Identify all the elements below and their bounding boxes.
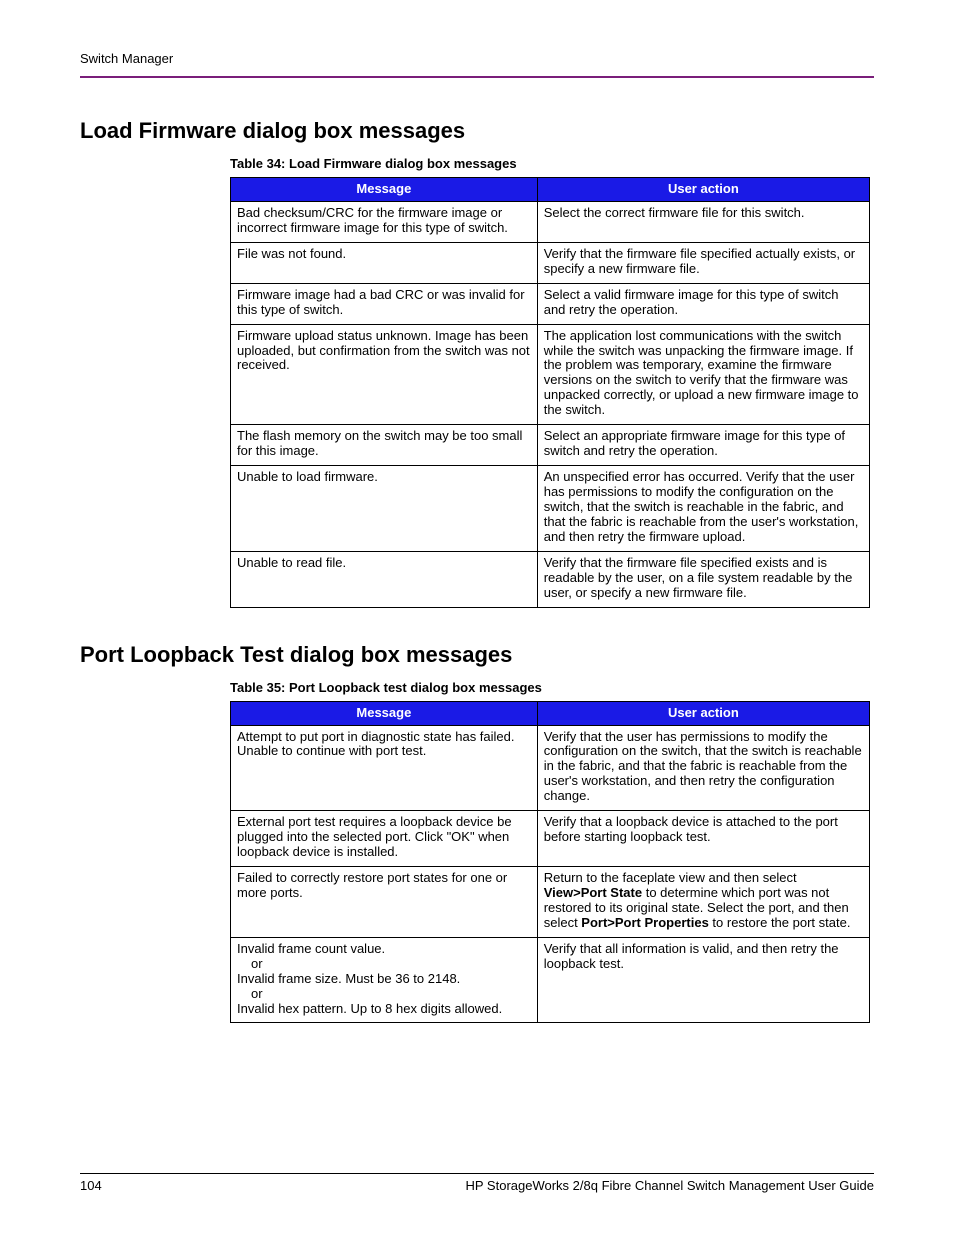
table-34: Message User action Bad checksum/CRC for… bbox=[230, 177, 870, 608]
table-35: Message User action Attempt to put port … bbox=[230, 701, 870, 1024]
cell-action: Select the correct firmware file for thi… bbox=[537, 201, 869, 242]
table-row: Firmware upload status unknown. Image ha… bbox=[231, 324, 870, 425]
section-heading-port-loopback: Port Loopback Test dialog box messages bbox=[80, 642, 874, 668]
table-row: Invalid frame count value. or Invalid fr… bbox=[231, 937, 870, 1023]
cell-action: Select a valid firmware image for this t… bbox=[537, 283, 869, 324]
cell-message: Unable to load firmware. bbox=[231, 466, 538, 552]
footer: 104 HP StorageWorks 2/8q Fibre Channel S… bbox=[80, 1173, 874, 1193]
cell-message: Attempt to put port in diagnostic state … bbox=[231, 725, 538, 811]
table-row: Failed to correctly restore port states … bbox=[231, 867, 870, 938]
cell-action: Verify that the user has permissions to … bbox=[537, 725, 869, 811]
cell-message: Failed to correctly restore port states … bbox=[231, 867, 538, 938]
msg-or: or bbox=[237, 957, 531, 972]
msg-or: or bbox=[237, 987, 531, 1002]
col-header-message: Message bbox=[231, 178, 538, 202]
footer-rule bbox=[80, 1173, 874, 1174]
table-header-row: Message User action bbox=[231, 701, 870, 725]
col-header-user-action: User action bbox=[537, 178, 869, 202]
table-row: External port test requires a loopback d… bbox=[231, 811, 870, 867]
action-text: to restore the port state. bbox=[709, 915, 851, 930]
col-header-message: Message bbox=[231, 701, 538, 725]
cell-action: Verify that all information is valid, an… bbox=[537, 937, 869, 1023]
col-header-user-action: User action bbox=[537, 701, 869, 725]
table-row: The flash memory on the switch may be to… bbox=[231, 425, 870, 466]
table-row: File was not found. Verify that the firm… bbox=[231, 242, 870, 283]
cell-message: Firmware upload status unknown. Image ha… bbox=[231, 324, 538, 425]
msg-line: Invalid hex pattern. Up to 8 hex digits … bbox=[237, 1001, 502, 1016]
cell-message: Invalid frame count value. or Invalid fr… bbox=[231, 937, 538, 1023]
cell-action: Verify that a loopback device is attache… bbox=[537, 811, 869, 867]
cell-action: An unspecified error has occurred. Verif… bbox=[537, 466, 869, 552]
table-caption-35: Table 35: Port Loopback test dialog box … bbox=[230, 680, 874, 695]
table-row: Bad checksum/CRC for the firmware image … bbox=[231, 201, 870, 242]
cell-action: The application lost communications with… bbox=[537, 324, 869, 425]
cell-message: File was not found. bbox=[231, 242, 538, 283]
cell-message: Bad checksum/CRC for the firmware image … bbox=[231, 201, 538, 242]
page-number: 104 bbox=[80, 1178, 102, 1193]
cell-action: Select an appropriate firmware image for… bbox=[537, 425, 869, 466]
cell-message: External port test requires a loopback d… bbox=[231, 811, 538, 867]
section-heading-load-firmware: Load Firmware dialog box messages bbox=[80, 118, 874, 144]
table-row: Attempt to put port in diagnostic state … bbox=[231, 725, 870, 811]
running-header: Switch Manager bbox=[80, 51, 173, 66]
table-row: Firmware image had a bad CRC or was inva… bbox=[231, 283, 870, 324]
action-bold-port-properties: Port>Port Properties bbox=[581, 915, 709, 930]
header-rule bbox=[80, 76, 874, 78]
msg-line: Invalid frame count value. bbox=[237, 941, 385, 956]
action-text: Return to the faceplate view and then se… bbox=[544, 870, 797, 885]
cell-message: The flash memory on the switch may be to… bbox=[231, 425, 538, 466]
table-header-row: Message User action bbox=[231, 178, 870, 202]
cell-message: Firmware image had a bad CRC or was inva… bbox=[231, 283, 538, 324]
cell-action: Verify that the firmware file specified … bbox=[537, 551, 869, 607]
table-row: Unable to read file. Verify that the fir… bbox=[231, 551, 870, 607]
action-bold-view-port-state: View>Port State bbox=[544, 885, 642, 900]
doc-title: HP StorageWorks 2/8q Fibre Channel Switc… bbox=[466, 1178, 875, 1193]
msg-line: Invalid frame size. Must be 36 to 2148. bbox=[237, 971, 460, 986]
cell-action: Verify that the firmware file specified … bbox=[537, 242, 869, 283]
cell-message: Unable to read file. bbox=[231, 551, 538, 607]
cell-action: Return to the faceplate view and then se… bbox=[537, 867, 869, 938]
table-caption-34: Table 34: Load Firmware dialog box messa… bbox=[230, 156, 874, 171]
table-row: Unable to load firmware. An unspecified … bbox=[231, 466, 870, 552]
